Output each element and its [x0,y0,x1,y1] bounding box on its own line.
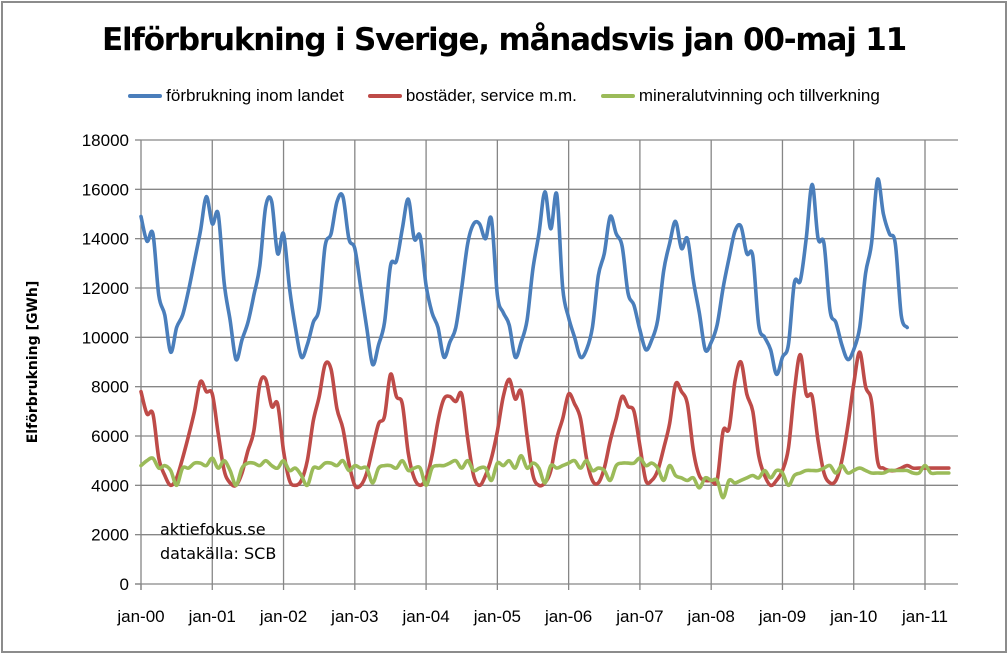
gridlines [141,139,958,584]
y-tick-label: 6000 [91,427,129,446]
annotation: aktiefokus.se datakälla: SCB [160,518,276,566]
series-line-2 [139,453,951,500]
y-tick-label: 16000 [82,180,129,199]
tick-labels: 0 2000 4000 6000 8000 10000 12000 14000 16000 180… [82,131,948,626]
y-tick-label: 8000 [91,378,129,397]
x-tick-label: jan-11 [901,607,948,626]
legend-item-2: mineralutvinning och tillverkning [600,86,880,106]
legend-label-1: bostäder, service m.m. [405,86,577,105]
x-tick-label: jan-01 [188,607,236,626]
y-tick-label: 14000 [82,230,129,249]
series-line-0 [139,177,909,377]
legend-item-1: bostäder, service m.m. [367,86,577,106]
annotation-line-1: datakälla: SCB [160,544,277,563]
legend-label-0: förbrukning inom landet [166,86,344,105]
x-tick-label: jan-02 [259,607,307,626]
x-tick-label: jan-04 [401,607,449,626]
legend-swatch-1 [367,94,402,98]
legend: förbrukning inom landet bostäder, servic… [0,86,1008,106]
x-tick-label: jan-07 [615,607,663,626]
legend-label-2: mineralutvinning och tillverkning [638,86,880,105]
x-tick-label: jan-10 [829,607,877,626]
y-tick-label: 0 [120,575,129,594]
legend-swatch-2 [600,94,635,98]
x-tick-label: jan-03 [330,607,378,626]
y-tick-label: 10000 [82,328,129,347]
series-lines [139,177,951,500]
annotation-line-0: aktiefokus.se [160,520,266,539]
x-tick-label: jan-08 [687,607,735,626]
y-tick-label: 2000 [91,526,129,545]
x-tick-label: jan-09 [758,607,806,626]
x-tick-label: jan-00 [116,607,164,626]
x-tick-label: jan-05 [473,607,521,626]
legend-item-0: förbrukning inom landet [128,86,344,106]
y-tick-label: 18000 [82,131,129,150]
y-tick-label: 4000 [91,476,129,495]
x-tick-label: jan-06 [544,607,592,626]
chart-title: Elförbrukning i Sverige, månadsvis jan 0… [102,22,907,58]
y-tick-label: 12000 [82,279,129,298]
legend-swatch-0 [128,94,163,98]
